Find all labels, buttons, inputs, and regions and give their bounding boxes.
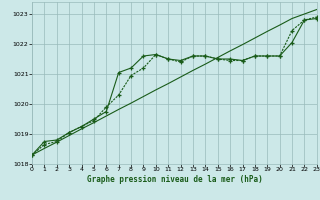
X-axis label: Graphe pression niveau de la mer (hPa): Graphe pression niveau de la mer (hPa) xyxy=(86,175,262,184)
